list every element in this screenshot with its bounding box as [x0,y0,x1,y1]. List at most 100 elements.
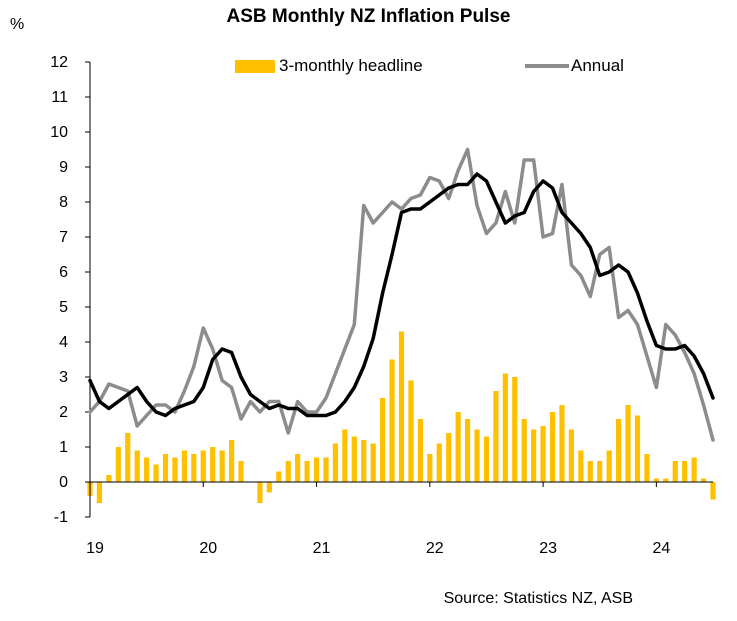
bar [578,450,584,482]
bar [238,461,244,482]
bar [313,457,320,482]
bar [210,447,216,482]
bar [493,391,499,482]
y-tick-label: 12 [50,54,68,71]
y-tick-label: 8 [59,194,68,211]
bar [389,359,395,482]
bar [304,461,310,482]
bar [257,482,263,503]
bar [682,461,688,482]
bar [191,454,197,482]
line-3-month-average [88,172,715,418]
y-tick-label: 9 [59,159,68,176]
y-tick-label: 11 [51,89,68,106]
y-tick-label: 3 [59,369,68,386]
bar [172,457,178,482]
bar [219,450,225,482]
bar [663,478,669,482]
line-annual [88,147,715,442]
y-tick-label: 4 [59,334,68,351]
bar [125,433,131,482]
bar [323,457,329,482]
bar [559,405,565,482]
bar [597,461,603,482]
bar [587,461,593,482]
x-tick-label: 20 [199,540,217,557]
bar [436,443,442,482]
bar [229,440,235,482]
bar [700,478,707,482]
bar [285,461,291,482]
legend-item-bar: 3-monthly headline [235,56,423,76]
bar [266,482,272,493]
bar [181,450,187,482]
legend-swatch-line [525,64,569,68]
bar [115,447,121,482]
legend-item-line: Annual [525,56,624,76]
legend-label-line: Annual [571,56,624,75]
bar [691,457,697,482]
y-tick-label: 5 [59,299,68,316]
chart-title: ASB Monthly NZ Inflation Pulse [226,6,511,27]
bar [427,454,433,482]
y-axis-unit-label: % [10,16,25,33]
bar [625,405,631,482]
bar-series-3-monthly-headline [87,331,716,503]
bar [644,454,650,482]
x-tick-label: 24 [652,540,670,557]
bar [332,443,339,482]
bar [162,454,169,482]
bar [276,471,282,482]
bar [521,419,527,482]
bar [96,482,103,503]
bar [672,461,678,482]
bar [144,457,150,482]
bar [549,412,556,482]
bar [351,436,357,482]
y-tick-label: 0 [59,474,68,491]
bar [200,450,206,482]
y-tick-label: 2 [59,404,68,421]
bar [540,426,546,482]
y-tick-label: -1 [54,509,68,526]
source-note: Source: Statistics NZ, ASB [443,590,633,607]
bar [606,450,612,482]
line-series [88,147,715,442]
bar [653,478,659,482]
bar [398,331,405,482]
bar [483,436,490,482]
bar [474,429,480,482]
bar [361,440,367,482]
bar [153,464,159,482]
y-tick-label: 7 [59,229,68,246]
bar [464,419,471,482]
bar [616,419,622,482]
bar [106,475,112,482]
y-tick-label: 10 [50,124,68,141]
bar [370,443,376,482]
bar [710,482,716,500]
bar [380,398,386,482]
bar [134,450,140,482]
legend-label-bar: 3-monthly headline [279,56,423,75]
bar [408,380,414,482]
bar [455,412,461,482]
bar [531,429,537,482]
x-tick-label: 22 [426,540,444,557]
axes [85,61,713,518]
y-tick-label: 6 [59,264,68,281]
bar [502,373,508,482]
bar [634,415,641,482]
x-tick-label: 21 [313,540,331,557]
bar [512,377,518,482]
bar [417,419,423,482]
bar [568,429,574,482]
x-tick-label: 23 [539,540,557,557]
y-tick-label: 1 [59,439,68,456]
legend-swatch-bar [235,59,275,73]
bar [295,454,301,482]
bar [342,429,348,482]
bar [446,433,452,482]
